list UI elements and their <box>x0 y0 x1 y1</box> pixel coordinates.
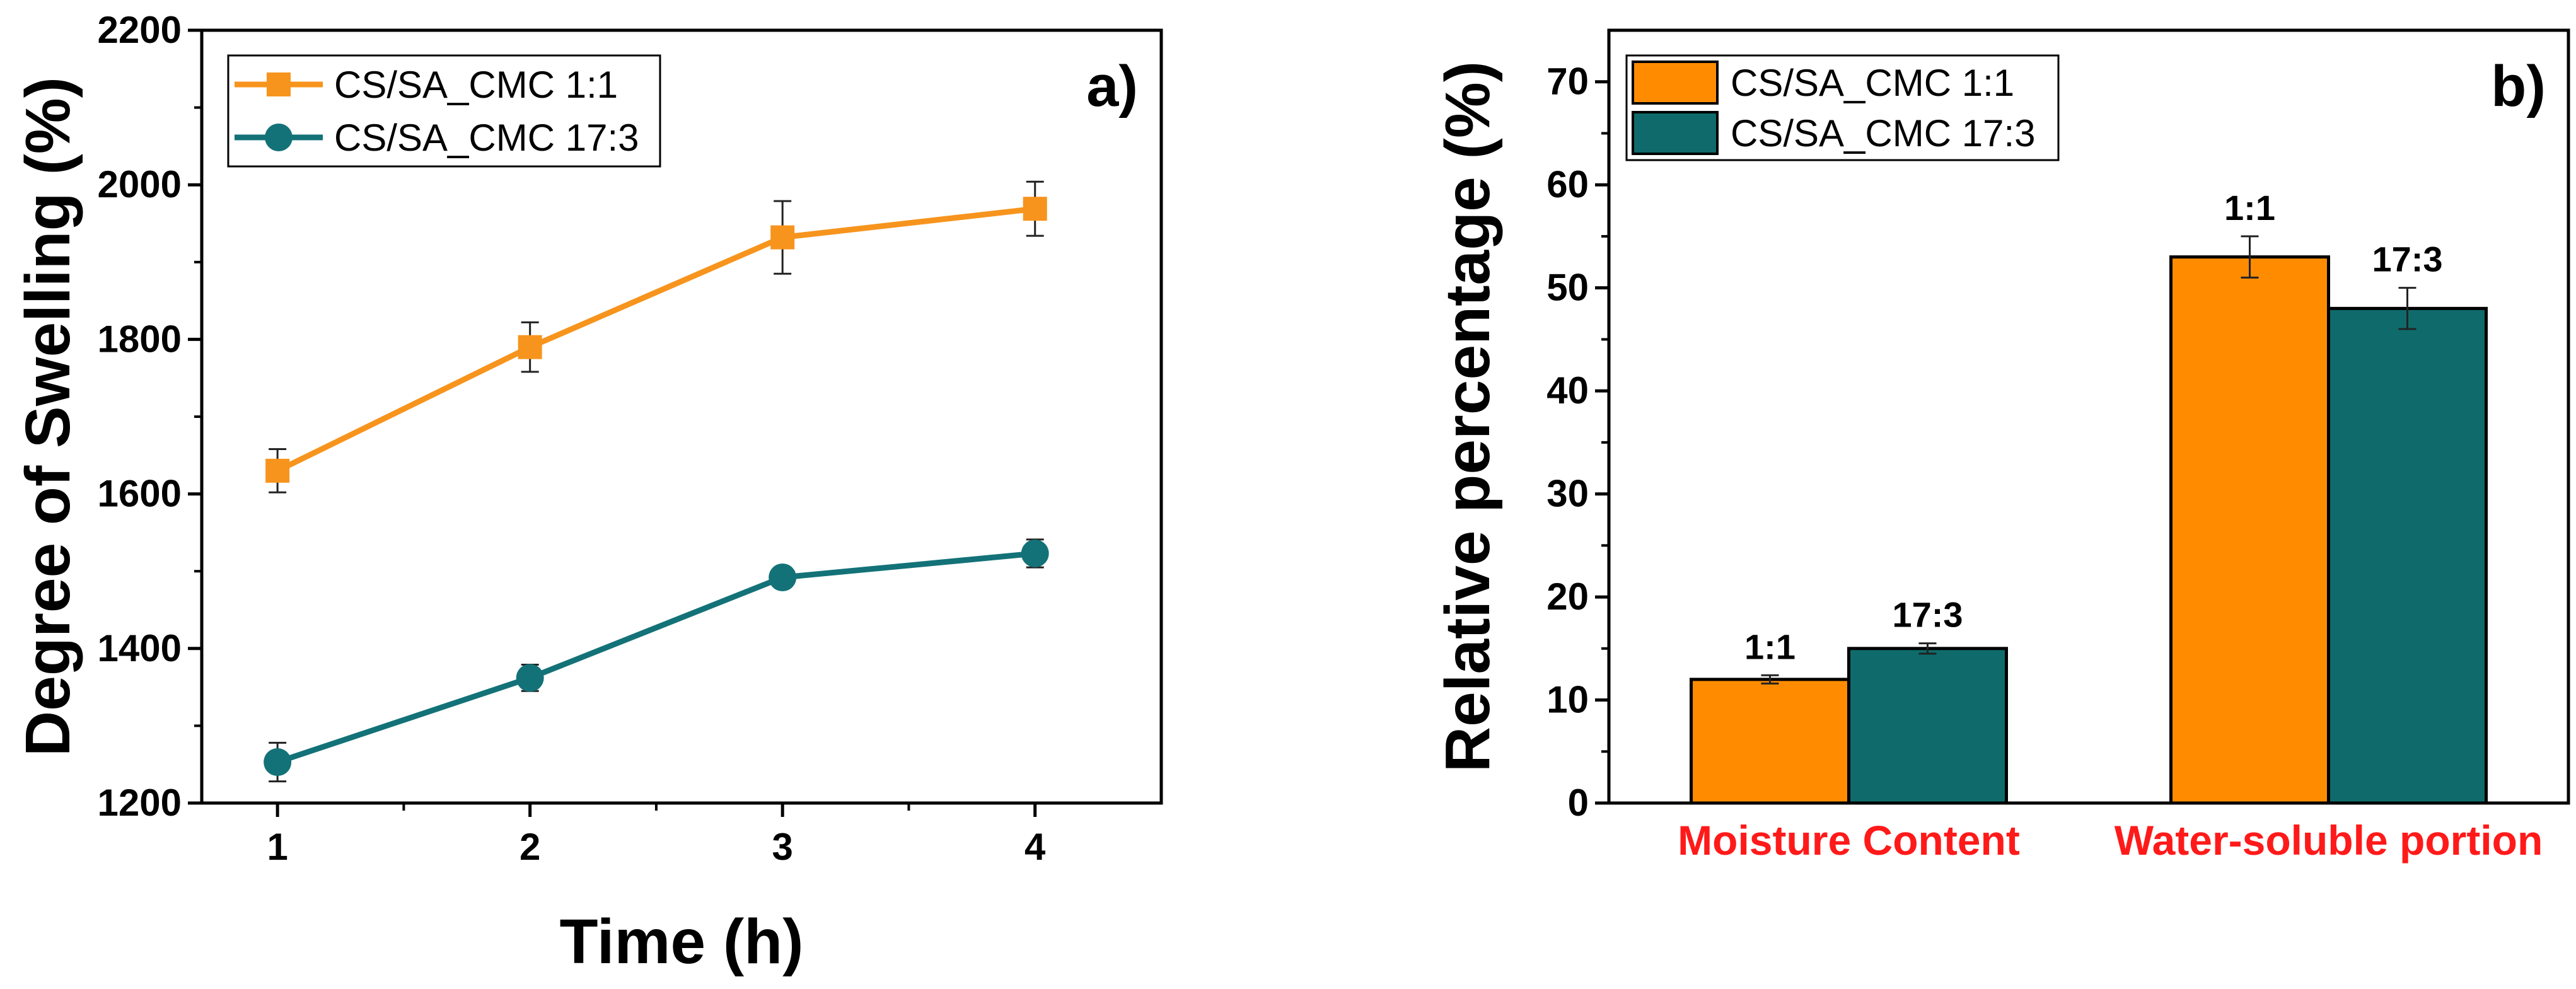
legend-swatch-series-2 <box>1632 111 1719 155</box>
category-label: Water-soluble portion <box>2115 817 2543 864</box>
data-point-circle <box>1021 540 1049 568</box>
y-tick-label-b: 30 <box>1546 473 1589 515</box>
bar <box>1690 678 1850 805</box>
panel-label-a: a) <box>1086 54 1138 119</box>
y-tick-label-b: 0 <box>1568 782 1589 824</box>
legend-label-series-2: CS/SA_CMC 17:3 <box>334 117 639 159</box>
y-axis-title-a: Degree of Swelling (%) <box>13 77 83 756</box>
relative-percentage-bar-chart: 1:1 17:3 1:1 17:3 0 10 20 30 40 50 60 70 Moisture … <box>1432 28 2570 864</box>
legend-b: CS/SA_CMC 1:1 CS/SA_CMC 17:3 <box>1625 54 2060 161</box>
y-tick-label-b: 10 <box>1546 679 1589 721</box>
category-label: Moisture Content <box>1678 817 2020 864</box>
bar <box>2327 306 2488 805</box>
y-tick-label-a: 1600 <box>98 473 182 515</box>
y-axis-ticks-a: 1200 1400 1600 1800 2000 2200 <box>98 9 202 824</box>
legend-label-b-series-2: CS/SA_CMC 17:3 <box>1731 112 2036 154</box>
plot-frame-b <box>1607 28 2570 805</box>
y-tick-label-b: 20 <box>1546 575 1589 618</box>
legend-swatch-series-1 <box>1632 61 1719 105</box>
y-tick-label-a: 1200 <box>98 782 182 824</box>
legend-frame-a <box>227 54 661 168</box>
legend-label-b-series-1: CS/SA_CMC 1:1 <box>1731 62 2014 104</box>
bar-data-label: 17:3 <box>1892 595 1963 635</box>
y-tick-label-a: 2200 <box>98 9 182 51</box>
data-point-square <box>770 225 795 250</box>
swelling-line-chart: 1200 1400 1600 1800 2000 2200 1 2 3 4 Time (h) D… <box>13 9 1163 977</box>
legend-label-series-1: CS/SA_CMC 1:1 <box>334 64 618 106</box>
x-axis-title-a: Time (h) <box>559 906 803 977</box>
data-point-circle <box>769 564 797 592</box>
data-point-square <box>518 335 542 359</box>
y-tick-label-a: 2000 <box>98 163 182 205</box>
y-axis-ticks-b: 0 10 20 30 40 50 60 70 <box>1546 61 1609 824</box>
bar <box>2169 255 2330 805</box>
y-tick-label-a: 1400 <box>98 627 182 669</box>
legend-marker-circle <box>265 124 293 151</box>
legend-a: CS/SA_CMC 1:1 CS/SA_CMC 17:3 <box>227 54 661 168</box>
x-axis-ticks-a: 1 2 3 4 <box>267 803 1046 868</box>
x-tick-label-a: 2 <box>519 826 540 868</box>
legend-marker-square <box>267 72 291 96</box>
panel-label-b: b) <box>2491 54 2546 119</box>
bar-data-label: 1:1 <box>1744 627 1796 666</box>
x-tick-label-a: 1 <box>267 826 287 868</box>
x-axis-categories-b: Moisture Content Water-soluble portion <box>1678 817 2543 864</box>
y-tick-label-b: 40 <box>1546 369 1589 412</box>
y-tick-label-a: 1800 <box>98 318 182 360</box>
data-point-circle <box>264 748 292 777</box>
y-tick-label-b: 60 <box>1546 163 1589 205</box>
data-point-square <box>1023 197 1047 221</box>
bars-group-b: 1:1 17:3 1:1 17:3 <box>1690 188 2488 805</box>
data-point-square <box>265 458 290 483</box>
series-group-a <box>264 180 1049 783</box>
bar-data-label: 1:1 <box>2224 188 2275 228</box>
series-line-2 <box>276 550 1036 765</box>
y-tick-label-b: 70 <box>1546 61 1589 103</box>
x-tick-label-a: 4 <box>1024 826 1046 868</box>
x-tick-label-a: 3 <box>772 826 793 868</box>
bar-data-label: 17:3 <box>2372 240 2442 279</box>
bar <box>1847 647 2008 805</box>
data-point-circle <box>516 664 544 692</box>
y-tick-label-b: 50 <box>1546 267 1589 309</box>
y-axis-title-b: Relative percentage (%) <box>1432 61 1503 772</box>
series-line-1 <box>276 205 1036 473</box>
